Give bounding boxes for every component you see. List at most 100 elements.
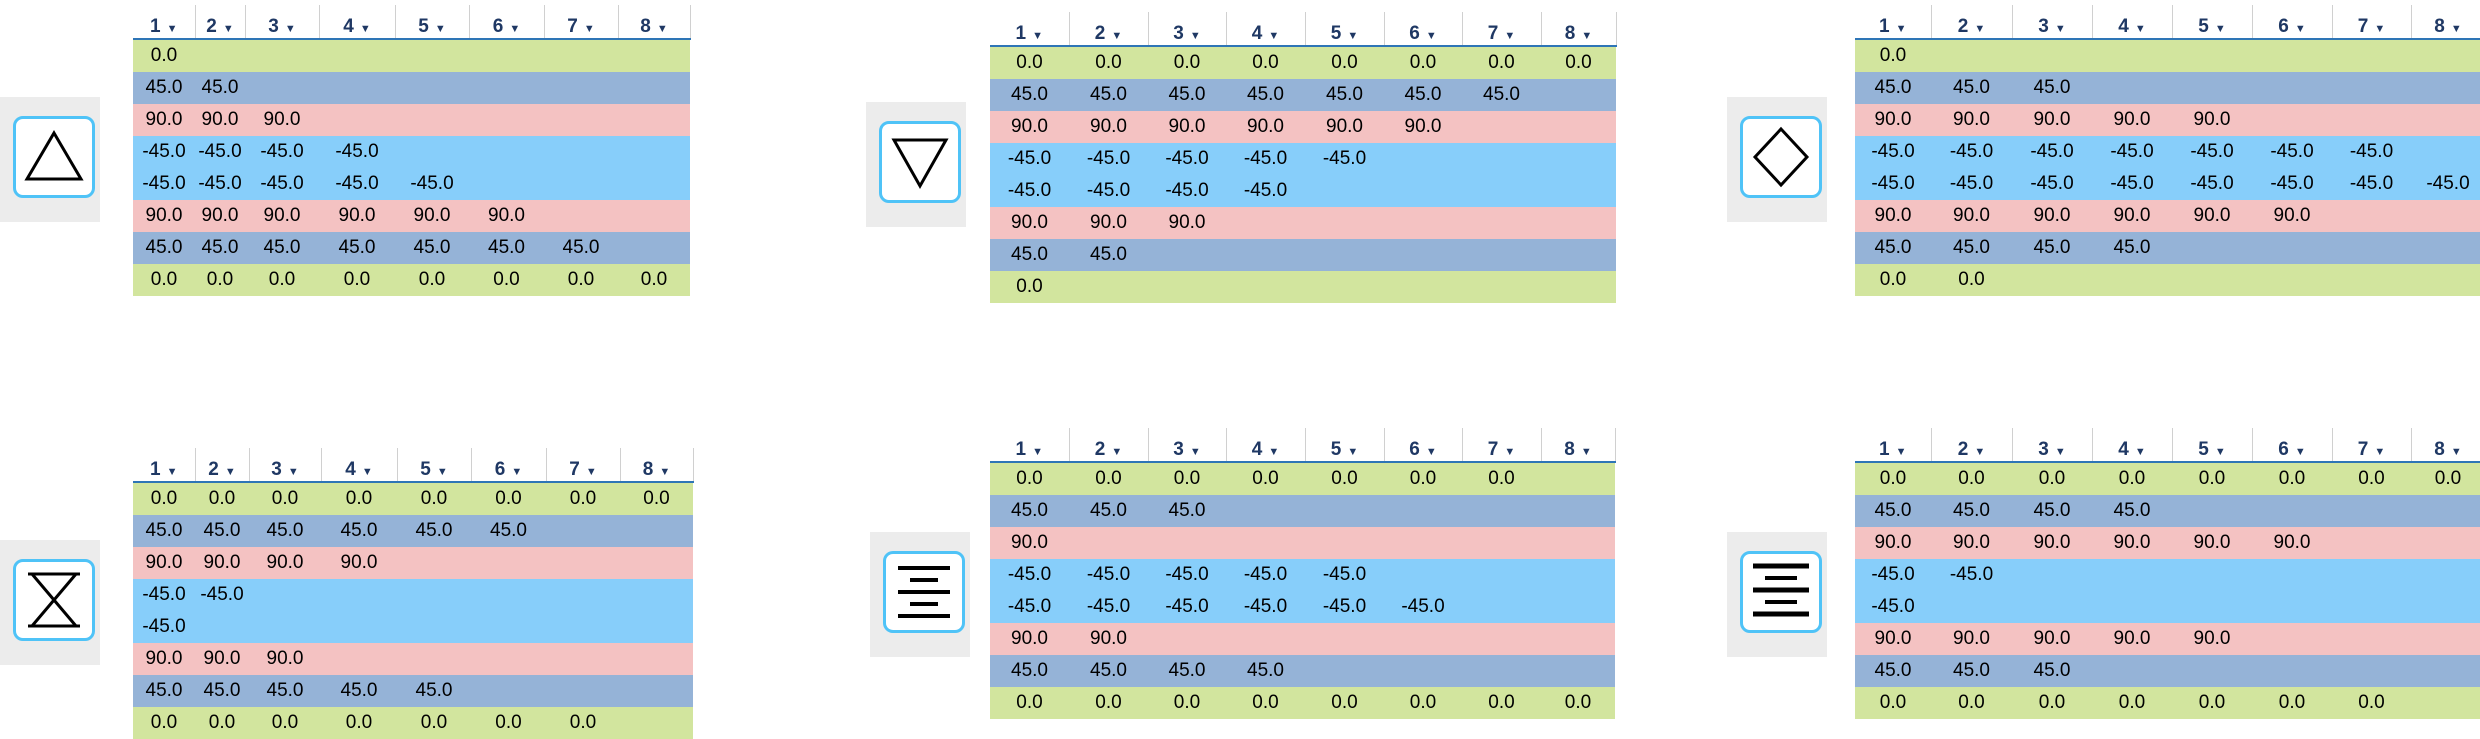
table-row: 0.0 0.0 0.0 0.0 0.0 0.0 0.0 0.0 — [133, 482, 693, 515]
table-cell — [1148, 527, 1226, 559]
table-cell — [2332, 623, 2411, 655]
table-cell — [2252, 655, 2332, 687]
table-cell — [618, 136, 690, 168]
table-cell: 45.0 — [249, 675, 321, 707]
table-cell: 0.0 — [1462, 462, 1541, 495]
header-row: 1 ▼ 2 ▼ 3 ▼ 4 ▼ 5 ▼ 6 ▼ 7 ▼ 8 ▼ — [990, 428, 1616, 463]
filter-dropdown-icon[interactable]: ▼ — [2450, 23, 2462, 35]
filter-dropdown-icon[interactable]: ▼ — [1347, 446, 1359, 458]
table-cell — [1462, 207, 1541, 239]
table-cell — [469, 72, 544, 104]
align-center-button[interactable] — [870, 532, 970, 657]
hourglass-button[interactable] — [0, 540, 100, 665]
filter-dropdown-icon[interactable]: ▼ — [2054, 23, 2066, 35]
filter-dropdown-icon[interactable]: ▼ — [361, 466, 373, 478]
table-cell: -45.0 — [990, 559, 1069, 591]
filter-dropdown-icon[interactable]: ▼ — [2054, 446, 2066, 458]
filter-dropdown-icon[interactable]: ▼ — [166, 466, 178, 478]
filter-dropdown-icon[interactable]: ▼ — [2134, 446, 2146, 458]
filter-dropdown-icon[interactable]: ▼ — [509, 23, 521, 35]
filter-dropdown-icon[interactable]: ▼ — [224, 466, 236, 478]
table-cell — [471, 675, 546, 707]
filter-dropdown-icon[interactable]: ▼ — [2294, 23, 2306, 35]
filter-dropdown-icon[interactable]: ▼ — [1895, 446, 1907, 458]
table-cell: 90.0 — [133, 104, 195, 136]
filter-dropdown-icon[interactable]: ▼ — [436, 466, 448, 478]
table-row: 0.0 0.0 — [1855, 264, 2480, 296]
filter-dropdown-icon[interactable]: ▼ — [1895, 23, 1907, 35]
diamond-button[interactable] — [1727, 97, 1827, 222]
align-center-bold-sequence-table: 1 ▼ 2 ▼ 3 ▼ 4 ▼ 5 ▼ 6 ▼ 7 ▼ 8 ▼ 0.0 0.0 0.0 0.0 0.0 0.0 0.0 0.0… — [1855, 428, 2480, 719]
column-header-label: 5 — [420, 459, 431, 480]
filter-dropdown-icon[interactable]: ▼ — [1268, 446, 1280, 458]
table-cell: 45.0 — [319, 232, 395, 264]
table-cell: 0.0 — [2092, 462, 2172, 495]
filter-dropdown-icon[interactable]: ▼ — [583, 23, 595, 35]
filter-dropdown-icon[interactable]: ▼ — [2214, 446, 2226, 458]
table-cell — [2252, 39, 2332, 72]
triangle-up-button[interactable] — [0, 97, 100, 222]
table-cell: 45.0 — [1931, 495, 2012, 527]
column-header-7: 7 ▼ — [1462, 12, 1542, 47]
table-cell: 90.0 — [2092, 104, 2172, 136]
table-cell: 45.0 — [1384, 79, 1462, 111]
filter-dropdown-icon[interactable]: ▼ — [284, 23, 296, 35]
table-cell — [195, 611, 249, 643]
filter-dropdown-icon[interactable]: ▼ — [1504, 30, 1516, 42]
column-header-label: 8 — [2434, 439, 2445, 460]
table-cell — [395, 136, 469, 168]
table-cell: 45.0 — [1855, 72, 1931, 104]
filter-dropdown-icon[interactable]: ▼ — [1111, 30, 1123, 42]
filter-dropdown-icon[interactable]: ▼ — [359, 23, 371, 35]
filter-dropdown-icon[interactable]: ▼ — [1580, 446, 1592, 458]
table-cell: 90.0 — [1931, 623, 2012, 655]
filter-dropdown-icon[interactable]: ▼ — [2374, 23, 2386, 35]
filter-dropdown-icon[interactable]: ▼ — [1111, 446, 1123, 458]
filter-dropdown-icon[interactable]: ▼ — [1189, 446, 1201, 458]
filter-dropdown-icon[interactable]: ▼ — [1425, 30, 1437, 42]
filter-dropdown-icon[interactable]: ▼ — [656, 23, 668, 35]
triangle-down-icon — [879, 121, 961, 203]
triangle-down-button[interactable] — [866, 102, 966, 227]
filter-dropdown-icon[interactable]: ▼ — [166, 23, 178, 35]
filter-dropdown-icon[interactable]: ▼ — [1974, 23, 1986, 35]
filter-dropdown-icon[interactable]: ▼ — [1974, 446, 1986, 458]
filter-dropdown-icon[interactable]: ▼ — [2214, 23, 2226, 35]
filter-dropdown-icon[interactable]: ▼ — [511, 466, 523, 478]
table-cell: 0.0 — [1384, 46, 1462, 79]
filter-dropdown-icon[interactable]: ▼ — [2450, 446, 2462, 458]
table-cell — [2012, 559, 2092, 591]
table-cell — [1069, 271, 1148, 303]
filter-dropdown-icon[interactable]: ▼ — [222, 23, 234, 35]
table-cell — [1541, 591, 1615, 623]
filter-dropdown-icon[interactable]: ▼ — [1425, 446, 1437, 458]
filter-dropdown-icon[interactable]: ▼ — [1347, 30, 1359, 42]
column-header-1: 1 ▼ — [990, 12, 1070, 47]
filter-dropdown-icon[interactable]: ▼ — [2134, 23, 2146, 35]
table-cell: 0.0 — [990, 687, 1069, 719]
header-row: 1 ▼ 2 ▼ 3 ▼ 4 ▼ 5 ▼ 6 ▼ 7 ▼ 8 ▼ — [990, 12, 1617, 47]
table-cell: -45.0 — [2252, 168, 2332, 200]
filter-dropdown-icon[interactable]: ▼ — [1189, 30, 1201, 42]
table-row: 90.0 90.0 90.0 90.0 90.0 90.0 — [990, 111, 1616, 143]
column-header-8: 8 ▼ — [618, 5, 691, 40]
filter-dropdown-icon[interactable]: ▼ — [1268, 30, 1280, 42]
table-cell: 90.0 — [245, 104, 319, 136]
filter-dropdown-icon[interactable]: ▼ — [659, 466, 671, 478]
filter-dropdown-icon[interactable]: ▼ — [1032, 30, 1043, 42]
filter-dropdown-icon[interactable]: ▼ — [287, 466, 299, 478]
filter-dropdown-icon[interactable]: ▼ — [434, 23, 446, 35]
table-cell: 90.0 — [1855, 200, 1931, 232]
table-cell: 0.0 — [546, 707, 620, 739]
table-cell: -45.0 — [245, 168, 319, 200]
filter-dropdown-icon[interactable]: ▼ — [2294, 446, 2306, 458]
filter-dropdown-icon[interactable]: ▼ — [585, 466, 597, 478]
table-cell: 45.0 — [990, 495, 1069, 527]
filter-dropdown-icon[interactable]: ▼ — [2374, 446, 2386, 458]
filter-dropdown-icon[interactable]: ▼ — [1032, 446, 1043, 458]
filter-dropdown-icon[interactable]: ▼ — [1581, 30, 1593, 42]
hourglass-icon — [13, 559, 95, 641]
align-center-bold-button[interactable] — [1727, 532, 1827, 657]
column-header-3: 3 ▼ — [245, 5, 320, 40]
filter-dropdown-icon[interactable]: ▼ — [1504, 446, 1516, 458]
